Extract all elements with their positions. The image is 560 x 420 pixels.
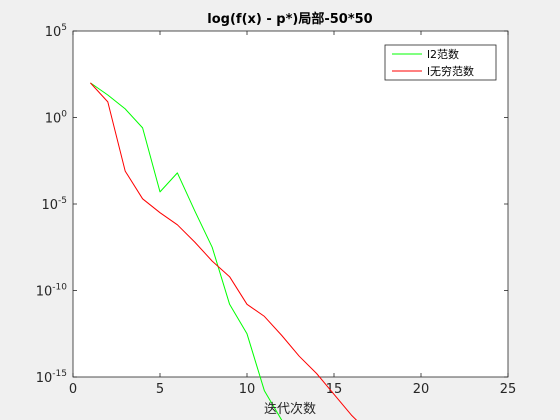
x-axis-label: 迭代次数 — [264, 401, 316, 417]
series-line-l2 — [90, 82, 283, 420]
x-tick-label: 25 — [500, 382, 517, 397]
x-tick-label: 20 — [413, 382, 430, 397]
y-axis: 105 100 10-5 10-10 10-15 — [36, 23, 508, 386]
plot-area — [72, 30, 509, 378]
series-layer — [90, 82, 358, 420]
x-tick-label: 5 — [156, 382, 164, 397]
x-axis: 0 5 10 15 20 25 — [69, 31, 516, 397]
x-tick-label: 0 — [69, 382, 77, 397]
y-tick-label: 10-5 — [41, 196, 67, 213]
x-tick-label: 15 — [326, 382, 343, 397]
series-line-linf — [90, 82, 358, 420]
legend-label-l2: l2范数 — [427, 47, 459, 61]
legend-label-linf: l无穷范数 — [427, 64, 474, 78]
y-tick-label: 10-10 — [36, 283, 68, 300]
legend-box — [384, 44, 497, 81]
y-tick-label: 10-15 — [36, 369, 67, 386]
y-tick-label: 100 — [45, 110, 68, 127]
y-tick-label: 105 — [45, 23, 67, 40]
x-tick-label: 10 — [239, 382, 256, 397]
chart-title: log(f(x) - p*)局部-50*50 — [207, 11, 372, 27]
legend: l2范数 l无穷范数 — [384, 44, 497, 81]
